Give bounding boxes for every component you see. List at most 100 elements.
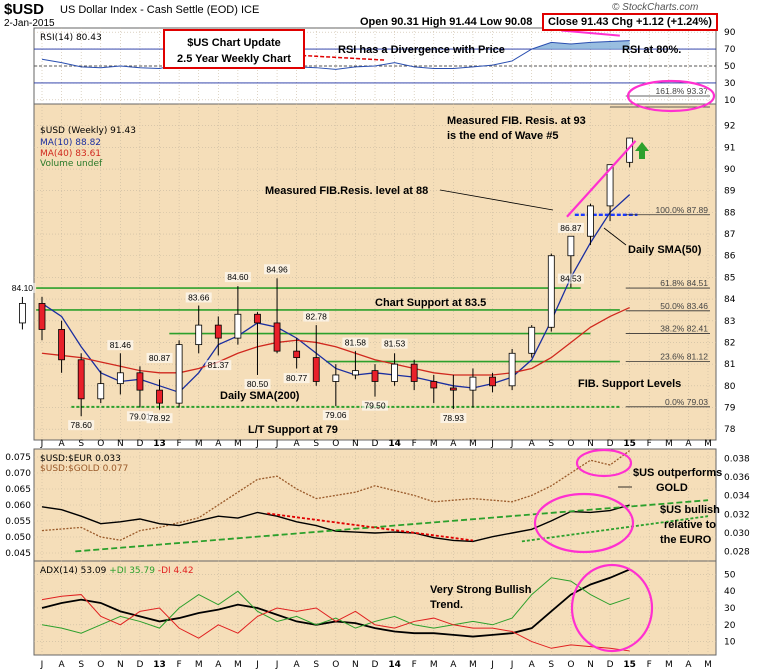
- title-box-line2: 2.5 Year Weekly Chart: [177, 53, 291, 65]
- price-ytick: 90: [724, 165, 736, 175]
- x-tick-label: M: [665, 439, 673, 449]
- fib93-note-line2: is the end of Wave #5: [447, 130, 558, 142]
- sma200-note: Daily SMA(200): [220, 390, 300, 402]
- price-label: 80.87: [149, 353, 171, 363]
- price-ytick: 85: [724, 273, 735, 283]
- x-tick-label: D: [372, 439, 379, 449]
- x-tick-label: N: [117, 439, 124, 449]
- price-label: 79.50: [364, 401, 386, 411]
- x-tick-label: A: [685, 439, 692, 449]
- sma50-note: Daily SMA(50): [628, 244, 702, 256]
- eur-uptrend-line: [521, 515, 709, 543]
- x-tick-label: F: [647, 439, 652, 449]
- price-label-bg: [303, 311, 330, 322]
- ratio-left-ytick: 0.070: [5, 469, 31, 479]
- fib-level-label: 38.2% 82.41: [660, 324, 708, 334]
- x-tick-label: J: [510, 660, 514, 670]
- adx-ytick: 20: [724, 621, 736, 631]
- x-tick-label: S: [313, 660, 319, 670]
- fib-level-label: 61.8% 84.51: [660, 278, 708, 288]
- price-label: 78.93: [443, 413, 465, 423]
- price-label-bg: [381, 338, 408, 349]
- x-tick-label: J: [510, 439, 514, 449]
- price-label: 79.06: [325, 410, 347, 420]
- x-tick-label: D: [372, 660, 379, 670]
- price-ytick: 79: [724, 403, 736, 413]
- x-tick-label: N: [587, 439, 594, 449]
- price-label: 80.50: [247, 379, 269, 389]
- fib-target-circle: [626, 79, 716, 113]
- x-tick-label: J: [255, 660, 259, 670]
- rsi-ytick: 10: [724, 96, 736, 106]
- bullish-note-line1: $US bullish: [660, 504, 720, 516]
- x-tick-label: N: [587, 660, 594, 670]
- ratio-left-ytick: 0.065: [5, 485, 31, 495]
- ratio-left-ytick: 0.050: [5, 533, 31, 543]
- rsi-ytick: 70: [724, 45, 736, 55]
- ratio-right-ytick: 0.030: [724, 529, 750, 539]
- x-tick-label: J: [275, 660, 279, 670]
- price-ytick: 78: [724, 425, 736, 435]
- candle-body: [352, 370, 359, 376]
- minus-di-line: [41, 594, 630, 652]
- price-ytick: 86: [724, 252, 736, 262]
- candle-body: [606, 164, 614, 207]
- price-label-bg: [557, 273, 584, 284]
- ratio2-legend: $USD:$GOLD 0.077: [40, 464, 128, 474]
- x-tick-label: J: [40, 660, 44, 670]
- candle-body: [410, 363, 418, 382]
- adx-ytick: 50: [724, 570, 736, 580]
- x-tick-label: M: [704, 660, 712, 670]
- candle-body: [156, 389, 163, 404]
- x-tick-label: S: [313, 439, 319, 449]
- rsi-80-note: RSI at 80%.: [622, 44, 681, 56]
- ratio-right-ytick: 0.036: [724, 473, 750, 483]
- price-label: 84.96: [266, 264, 288, 274]
- ma40-legend: MA(40) 83.61: [40, 149, 101, 159]
- price-label: 78.60: [71, 420, 93, 430]
- candle-body: [587, 205, 594, 237]
- price-label-bg: [224, 272, 251, 283]
- rsi-overbought-area: [512, 40, 630, 50]
- x-tick-label: A: [685, 660, 692, 670]
- x-tick-label: D: [607, 660, 614, 670]
- price-label: 81.46: [110, 340, 132, 350]
- price-label-bg: [205, 360, 232, 371]
- price-label: 84.53: [560, 274, 582, 284]
- price-ytick: 84: [724, 295, 736, 305]
- x-tick-label: 13: [153, 660, 166, 670]
- ratio-left-ytick: 0.045: [5, 549, 31, 559]
- ratio-left-ytick: 0.075: [5, 453, 31, 463]
- ratio-right-ytick: 0.032: [724, 510, 750, 520]
- x-tick-label: M: [469, 439, 477, 449]
- price-label: 86.87: [560, 223, 582, 233]
- x-tick-label: F: [412, 439, 417, 449]
- adx-legend-adx: ADX(14) 53.09: [40, 566, 107, 576]
- price-ytick: 80: [724, 382, 736, 392]
- candle-body: [391, 363, 398, 382]
- fib-level-label: 0.0% 79.03: [665, 397, 708, 407]
- ratio-left-ytick: 0.060: [5, 501, 31, 511]
- x-tick-label: M: [430, 439, 438, 449]
- candle-body: [293, 350, 301, 359]
- price-ytick: 89: [724, 187, 736, 197]
- price-label-bg: [342, 337, 369, 348]
- ratio-right-ytick: 0.034: [724, 492, 750, 502]
- candle-body: [371, 370, 379, 382]
- outperforms-note-line1: $US outperforms: [633, 467, 722, 479]
- adx-ytick: 40: [724, 587, 736, 597]
- price-label-bg: [9, 282, 36, 293]
- x-tick-label: A: [215, 439, 222, 449]
- price-label: 82.78: [306, 312, 328, 322]
- adx-circle: [570, 563, 654, 653]
- x-tick-label: A: [294, 439, 301, 449]
- fib-support-note: FIB. Support Levels: [578, 378, 681, 390]
- instrument-name: US Dollar Index - Cash Settle (EOD) ICE: [60, 4, 260, 16]
- price-label-bg: [126, 411, 153, 422]
- wave5-line: [566, 140, 637, 218]
- candle-body: [234, 313, 242, 339]
- x-tick-label: M: [195, 439, 203, 449]
- title-box-line1: $US Chart Update: [187, 37, 281, 49]
- candle-body: [214, 324, 222, 339]
- adx-legend: ADX(14) 53.09 +DI 35.79 -DI 4.42: [40, 566, 194, 576]
